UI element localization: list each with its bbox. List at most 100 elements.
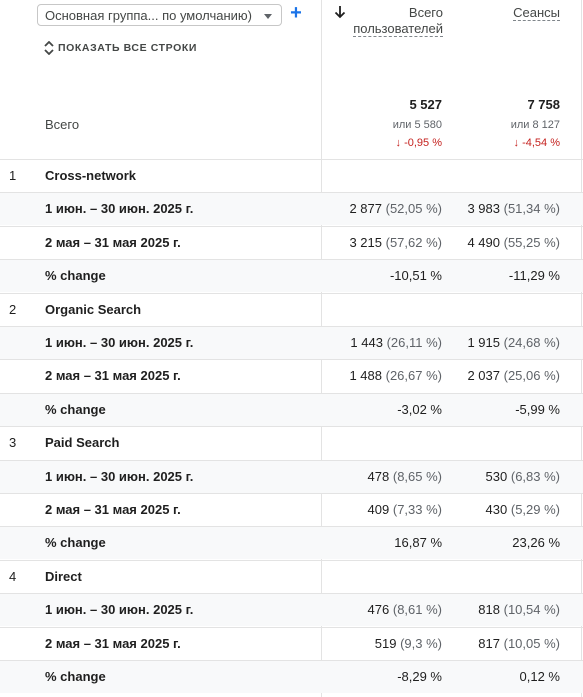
users-cell: 409 (7,33 %) bbox=[368, 494, 442, 526]
row-label: 1 июн. – 30 июн. 2025 г. bbox=[45, 602, 194, 618]
table-row[interactable]: % change -8,29 % 0,12 % bbox=[0, 660, 583, 693]
sessions-cell: 3 983 (51,34 %) bbox=[467, 193, 560, 225]
users-value: 476 bbox=[367, 602, 390, 618]
group-name: Paid Search bbox=[45, 435, 120, 451]
group-row[interactable]: 4 Direct bbox=[0, 559, 583, 593]
users-cell: 2 877 (52,05 %) bbox=[349, 193, 442, 225]
sessions-cell: 0,12 % bbox=[520, 661, 560, 693]
sessions-cell: 23,26 % bbox=[512, 527, 560, 559]
sessions-cell: -5,99 % bbox=[515, 394, 560, 426]
sessions-percent: (51,34 %) bbox=[503, 201, 560, 217]
users-value: 409 bbox=[367, 502, 390, 517]
users-percent: (8,61 %) bbox=[392, 602, 442, 618]
row-label: % change bbox=[45, 669, 106, 684]
sessions-value: 4 490 bbox=[467, 234, 500, 250]
sessions-percent: (10,54 %) bbox=[503, 602, 560, 618]
group-name: Direct bbox=[45, 568, 82, 584]
group-row[interactable]: 1 Cross-network bbox=[0, 159, 583, 192]
users-value: 16,87 % bbox=[394, 535, 442, 551]
sessions-value: -5,99 % bbox=[515, 401, 560, 417]
group-row[interactable]: 3 Paid Search bbox=[0, 426, 583, 459]
sessions-value: 430 bbox=[485, 502, 508, 517]
users-percent: (8,65 %) bbox=[392, 468, 442, 484]
sessions-value: 23,26 % bbox=[512, 535, 560, 551]
row-label: % change bbox=[45, 268, 106, 284]
totals-users-value: 5 527 bbox=[409, 97, 442, 112]
sessions-value: 2 037 bbox=[467, 368, 500, 384]
sessions-cell: 818 (10,54 %) bbox=[478, 594, 560, 626]
sessions-cell: 4 490 (55,25 %) bbox=[467, 227, 560, 259]
table-row[interactable]: 1 июн. – 30 июн. 2025 г. 1 443 (26,11 %) 1… bbox=[0, 326, 583, 359]
row-label: 2 мая – 31 мая 2025 г. bbox=[45, 502, 181, 517]
users-percent: (52,05 %) bbox=[385, 201, 442, 217]
sessions-percent: (24,68 %) bbox=[503, 335, 560, 350]
sessions-value: 1 915 bbox=[467, 335, 500, 350]
users-cell: 1 488 (26,67 %) bbox=[349, 360, 442, 392]
users-value: 519 bbox=[374, 635, 397, 651]
show-all-rows-button[interactable]: ПОКАЗАТЬ ВСЕ СТРОКИ bbox=[44, 40, 197, 56]
sessions-value: 818 bbox=[478, 602, 500, 618]
column-header-sessions[interactable]: Сеансы bbox=[460, 5, 560, 21]
totals-users-compare: или 5 580 bbox=[392, 119, 442, 131]
table-row[interactable]: % change 16,87 % 23,26 % bbox=[0, 526, 583, 560]
add-dimension-button[interactable]: + bbox=[290, 2, 302, 24]
users-cell: -3,02 % bbox=[397, 394, 442, 426]
group-name: Organic Search bbox=[45, 301, 142, 317]
totals-sessions: 7 758 или 8 127 ↓ -4,54 % bbox=[440, 97, 560, 151]
chevron-down-icon bbox=[264, 14, 272, 19]
totals-users: 5 527 или 5 580 ↓ -0,95 % bbox=[322, 97, 442, 151]
users-value: 1 488 bbox=[349, 368, 382, 384]
row-label: 1 июн. – 30 июн. 2025 г. bbox=[45, 201, 194, 217]
column-header-total-users-line2: пользователей bbox=[353, 21, 443, 37]
column-header-total-users-line1: Всего bbox=[408, 5, 443, 20]
totals-sessions-change: ↓ -4,54 % bbox=[513, 137, 560, 149]
table-row[interactable]: 2 мая – 31 мая 2025 г. 1 488 (26,67 %) 2 0… bbox=[0, 359, 583, 392]
sessions-value: 530 bbox=[485, 468, 508, 484]
users-cell: 478 (8,65 %) bbox=[368, 461, 442, 493]
group-row[interactable]: 2 Organic Search bbox=[0, 292, 583, 326]
table-row[interactable]: 1 июн. – 30 июн. 2025 г. 2 877 (52,05 %) 3… bbox=[0, 192, 583, 226]
group-index: 4 bbox=[9, 568, 17, 584]
table-row[interactable]: % change -3,02 % -5,99 % bbox=[0, 392, 583, 426]
sessions-percent: (55,25 %) bbox=[503, 234, 560, 250]
group-index: 3 bbox=[9, 435, 17, 451]
users-value: 1 443 bbox=[350, 335, 383, 350]
users-value: -10,51 % bbox=[389, 268, 442, 284]
row-label: % change bbox=[45, 401, 106, 417]
table-row[interactable]: 1 июн. – 30 июн. 2025 г. 476 (8,61 %) 818 … bbox=[0, 593, 583, 627]
users-percent: (9,3 %) bbox=[400, 635, 442, 651]
table-row[interactable]: 2 мая – 31 мая 2025 г. 519 (9,3 %) 817 (10… bbox=[0, 626, 583, 660]
totals-label: Всего bbox=[45, 117, 80, 132]
group-name: Cross-network bbox=[45, 168, 137, 183]
sessions-cell: -11,29 % bbox=[509, 260, 560, 292]
users-cell: 16,87 % bbox=[394, 527, 442, 559]
table-row[interactable]: 2 мая – 31 мая 2025 г. 3 215 (57,62 %) 4 4… bbox=[0, 225, 583, 259]
users-percent: (26,11 %) bbox=[386, 335, 442, 350]
users-value: 3 215 bbox=[349, 234, 382, 250]
row-label: 1 июн. – 30 июн. 2025 г. bbox=[45, 335, 194, 350]
users-cell: 476 (8,61 %) bbox=[368, 594, 442, 626]
row-label: 2 мая – 31 мая 2025 г. bbox=[45, 234, 181, 250]
table-row[interactable]: 2 мая – 31 мая 2025 г. 409 (7,33 %) 430 (5… bbox=[0, 493, 583, 526]
totals-sessions-value: 7 758 bbox=[527, 97, 560, 112]
row-label: 2 мая – 31 мая 2025 г. bbox=[45, 635, 181, 651]
dimension-select[interactable]: Основная группа... по умолчанию) bbox=[37, 4, 282, 26]
group-index: 1 bbox=[9, 168, 17, 183]
sessions-percent: (10,05 %) bbox=[503, 635, 560, 651]
sessions-cell: 817 (10,05 %) bbox=[478, 628, 560, 660]
users-percent: (7,33 %) bbox=[392, 502, 442, 517]
users-value: -3,02 % bbox=[397, 401, 442, 417]
table-row[interactable]: % change -10,51 % -11,29 % bbox=[0, 259, 583, 293]
sort-descending-icon[interactable] bbox=[334, 5, 346, 19]
sessions-percent: (6,83 %) bbox=[510, 468, 560, 484]
column-header-total-users[interactable]: Всего пользователей bbox=[343, 5, 443, 37]
row-label: 2 мая – 31 мая 2025 г. bbox=[45, 368, 181, 384]
users-cell: 1 443 (26,11 %) bbox=[350, 327, 442, 359]
sessions-value: -11,29 % bbox=[508, 268, 560, 284]
table-row[interactable]: 1 июн. – 30 июн. 2025 г. 478 (8,65 %) 530 … bbox=[0, 459, 583, 493]
users-percent: (57,62 %) bbox=[385, 234, 442, 250]
sessions-value: 817 bbox=[478, 635, 500, 651]
users-cell: -10,51 % bbox=[390, 260, 442, 292]
sessions-cell: 1 915 (24,68 %) bbox=[467, 327, 560, 359]
dimension-select-value: Основная группа... по умолчанию) bbox=[45, 8, 253, 23]
